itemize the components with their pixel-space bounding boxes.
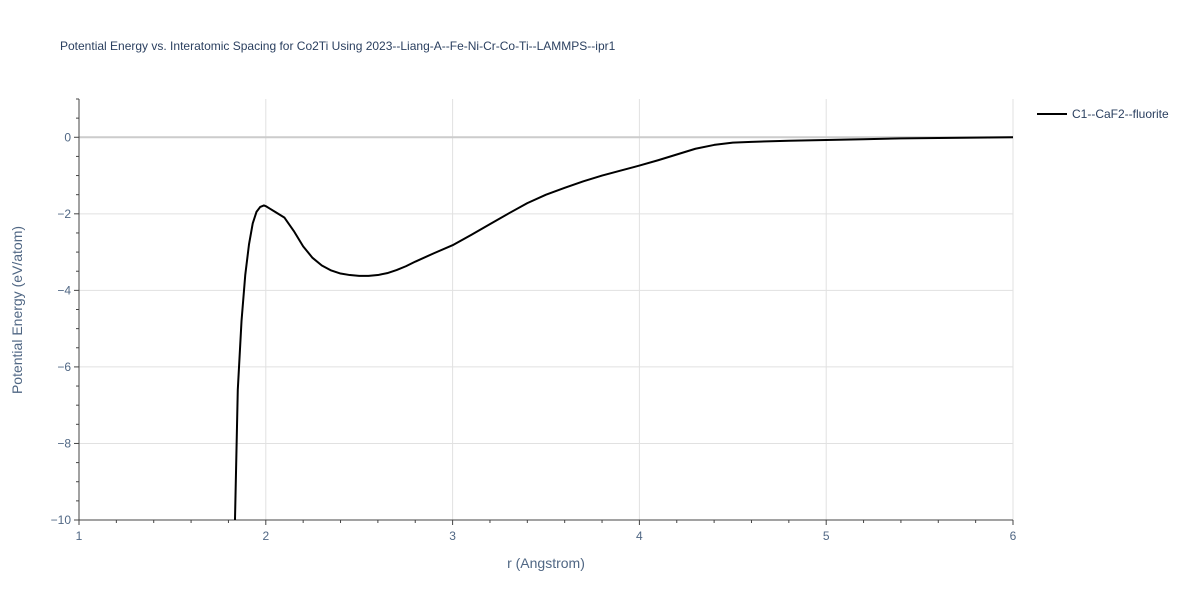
x-tick-label: 2: [262, 529, 269, 543]
chart-title: Potential Energy vs. Interatomic Spacing…: [60, 39, 616, 53]
x-axis-label: r (Angstrom): [507, 555, 585, 571]
y-tick-label: −8: [57, 436, 71, 450]
x-tick-label: 3: [449, 529, 456, 543]
y-tick-label: −6: [57, 360, 71, 374]
plot-area: 1 2 3 4 5 6 0 −2 −4 −6 −8 −10: [51, 98, 1017, 543]
y-tick-label: −4: [57, 283, 71, 297]
x-tick-label: 5: [823, 529, 830, 543]
y-tick-label: −10: [51, 513, 72, 527]
legend-label: C1--CaF2--fluorite: [1072, 107, 1169, 121]
series-line: [233, 136, 1013, 520]
x-tick-label: 6: [1010, 529, 1017, 543]
y-axis-label: Potential Energy (eV/atom): [9, 226, 25, 394]
y-tick-label: 0: [64, 130, 71, 144]
x-tick-label: 4: [636, 529, 643, 543]
legend[interactable]: C1--CaF2--fluorite: [1037, 107, 1169, 121]
y-tick-label: −2: [57, 207, 71, 221]
x-tick-label: 1: [76, 529, 83, 543]
